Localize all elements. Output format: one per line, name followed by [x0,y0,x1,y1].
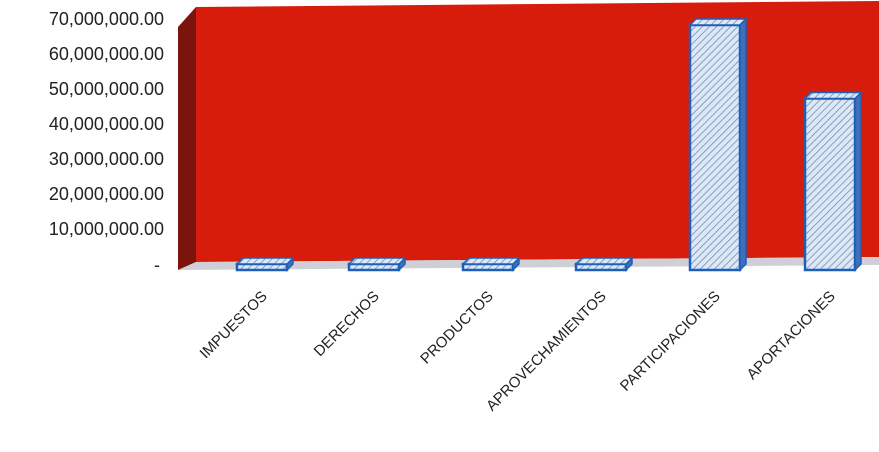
bar-front-face [235,262,289,272]
back-wall [196,1,879,262]
bar-front-face [574,262,628,272]
bar-front-face [461,262,515,272]
bar-front-face [803,97,857,272]
y-tick-label: 70,000,000.00 [49,9,164,29]
bar-aprovechamientos [574,256,634,272]
bar-top-face [235,257,295,265]
y-tick-label: 40,000,000.00 [49,114,164,134]
x-tick-label: APROVECHAMIENTOS [483,288,610,415]
x-axis: IMPUESTOS DERECHOS PRODUCTOSAPROVECHAMIENT… [197,288,839,415]
side-wall [178,7,196,270]
bar-top-face [461,257,521,265]
x-tick-label: APORTACIONES [744,288,839,383]
x-tick-label: DERECHOS [311,288,383,360]
bar-series [235,17,863,272]
bar-top-face [347,257,407,265]
y-tick-label: 60,000,000.00 [49,44,164,64]
bar-top-face [688,18,748,26]
bar-impuestos [235,256,295,272]
y-tick-label: - [154,255,160,275]
bar-participaciones [688,17,748,272]
x-tick-label: PARTICIPACIONES [617,288,724,395]
bar-top-face [803,91,863,100]
y-tick-label: 10,000,000.00 [49,219,164,239]
bar-productos [461,256,521,272]
bar-side-face [854,90,862,272]
bar-front-face [688,23,742,272]
bar-top-face [574,257,634,265]
y-axis: 70,000,000.00 60,000,000.00 50,000,000.00 4… [49,9,164,275]
x-tick-label: PRODUCTOS [417,288,497,368]
y-tick-label: 20,000,000.00 [49,184,164,204]
bar-aportaciones [803,90,863,272]
y-tick-label: 30,000,000.00 [49,149,164,169]
plot-area-walls [178,1,879,270]
bar-side-face [739,17,747,272]
y-tick-label: 50,000,000.00 [49,79,164,99]
x-tick-label: IMPUESTOS [197,288,271,362]
bar-derechos [347,256,407,272]
bar-front-face [347,262,401,272]
